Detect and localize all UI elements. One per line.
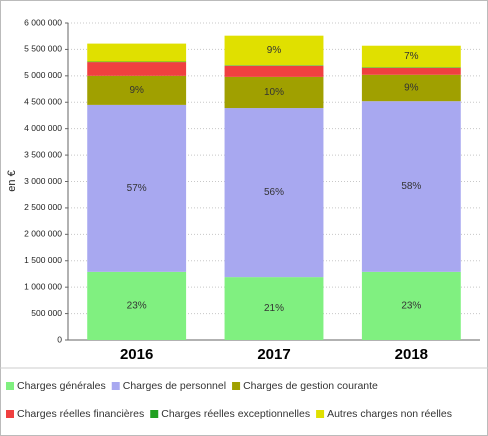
- bar-segment: [361, 101, 461, 272]
- legend-label: Autres charges non réelles: [327, 408, 452, 420]
- bar-segment: [224, 65, 324, 66]
- segment-label: 57%: [127, 183, 147, 194]
- legend-label: Charges de gestion courante: [243, 380, 378, 392]
- legend-swatch: [316, 410, 325, 418]
- segment-label: 23%: [401, 301, 421, 312]
- legend-swatch: [6, 410, 14, 418]
- bar-segment: [224, 108, 324, 278]
- y-tick-label: 5 500 000: [24, 44, 62, 54]
- bar-segment: [224, 35, 324, 66]
- legend-swatch: [232, 382, 241, 390]
- bar-segment: [224, 65, 324, 77]
- bar-segment: [224, 76, 324, 109]
- segment-label: 23%: [127, 301, 147, 312]
- legend-swatch: [6, 382, 14, 390]
- bar-segment: [224, 277, 324, 340]
- legend-label: Charges réelles exceptionnelles: [161, 408, 310, 420]
- y-tick-label: 6 000 000: [24, 17, 62, 27]
- bar-segment: [87, 271, 187, 340]
- y-tick-label: 0: [57, 334, 62, 344]
- bar-segment: [361, 67, 461, 75]
- bar-segment: [361, 45, 461, 68]
- legend-swatch: [111, 382, 120, 390]
- bar-segment: [87, 75, 187, 105]
- legend-label: Charges réelles financières: [17, 408, 144, 420]
- bar-segment: [87, 43, 187, 62]
- bar-segment: [87, 62, 187, 76]
- y-tick-label: 500 000: [31, 308, 62, 318]
- x-tick-label: 2017: [257, 346, 290, 363]
- segment-label: 56%: [264, 187, 284, 198]
- y-tick-label: 2 500 000: [24, 202, 62, 212]
- x-tick-label: 2016: [120, 346, 153, 363]
- segment-label: 9%: [129, 85, 144, 96]
- legend-label: Charges de personnel: [123, 380, 226, 392]
- segment-label: 7%: [404, 51, 419, 62]
- y-tick-label: 3 000 000: [24, 176, 62, 186]
- segment-label: 9%: [267, 45, 282, 56]
- legend-swatch: [150, 410, 159, 418]
- y-tick-label: 5 000 000: [24, 70, 62, 80]
- legend-label: Charges générales: [17, 380, 106, 392]
- bar-segment: [361, 271, 461, 340]
- bar-segment: [361, 67, 461, 68]
- bar-segment: [87, 61, 187, 63]
- segment-label: 21%: [264, 303, 284, 314]
- segment-label: 58%: [401, 181, 421, 192]
- bar-segment: [87, 104, 187, 272]
- y-tick-label: 4 500 000: [24, 97, 62, 107]
- segment-label: 10%: [264, 87, 284, 98]
- x-tick-label: 2018: [395, 346, 428, 363]
- y-axis-label: en €: [6, 170, 18, 191]
- y-tick-label: 1 500 000: [24, 255, 62, 265]
- segment-label: 9%: [404, 83, 419, 94]
- y-tick-label: 4 000 000: [24, 123, 62, 133]
- y-tick-label: 1 000 000: [24, 281, 62, 291]
- bar-segment: [361, 74, 461, 102]
- y-tick-label: 2 000 000: [24, 229, 62, 239]
- y-tick-label: 3 500 000: [24, 149, 62, 159]
